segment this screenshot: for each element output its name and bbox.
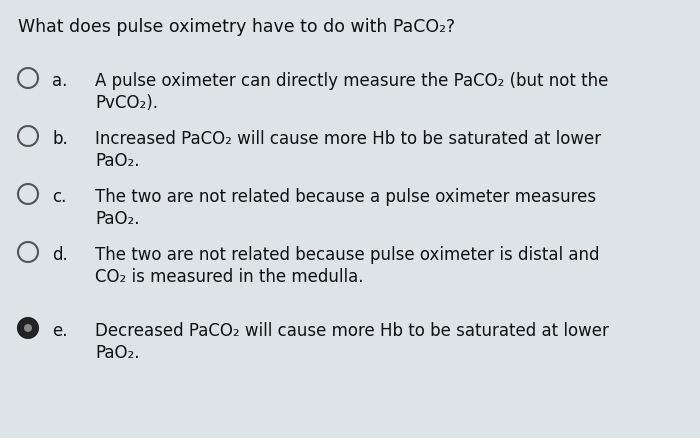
Text: A pulse oximeter can directly measure the PaCO₂ (but not the: A pulse oximeter can directly measure th… — [95, 72, 608, 90]
Text: Decreased PaCO₂ will cause more Hb to be saturated at lower: Decreased PaCO₂ will cause more Hb to be… — [95, 321, 609, 339]
Text: d.: d. — [52, 245, 68, 263]
Text: b.: b. — [52, 130, 68, 148]
Text: c.: c. — [52, 187, 66, 205]
Text: PvCO₂).: PvCO₂). — [95, 94, 158, 112]
Text: The two are not related because pulse oximeter is distal and: The two are not related because pulse ox… — [95, 245, 599, 263]
Circle shape — [18, 318, 38, 338]
Text: a.: a. — [52, 72, 67, 90]
Text: PaO₂.: PaO₂. — [95, 152, 139, 170]
Text: Increased PaCO₂ will cause more Hb to be saturated at lower: Increased PaCO₂ will cause more Hb to be… — [95, 130, 601, 148]
Text: e.: e. — [52, 321, 67, 339]
Text: The two are not related because a pulse oximeter measures: The two are not related because a pulse … — [95, 187, 596, 205]
Text: PaO₂.: PaO₂. — [95, 209, 139, 227]
Text: PaO₂.: PaO₂. — [95, 343, 139, 361]
Text: CO₂ is measured in the medulla.: CO₂ is measured in the medulla. — [95, 267, 363, 285]
Text: What does pulse oximetry have to do with PaCO₂?: What does pulse oximetry have to do with… — [18, 18, 455, 36]
Circle shape — [24, 324, 32, 332]
